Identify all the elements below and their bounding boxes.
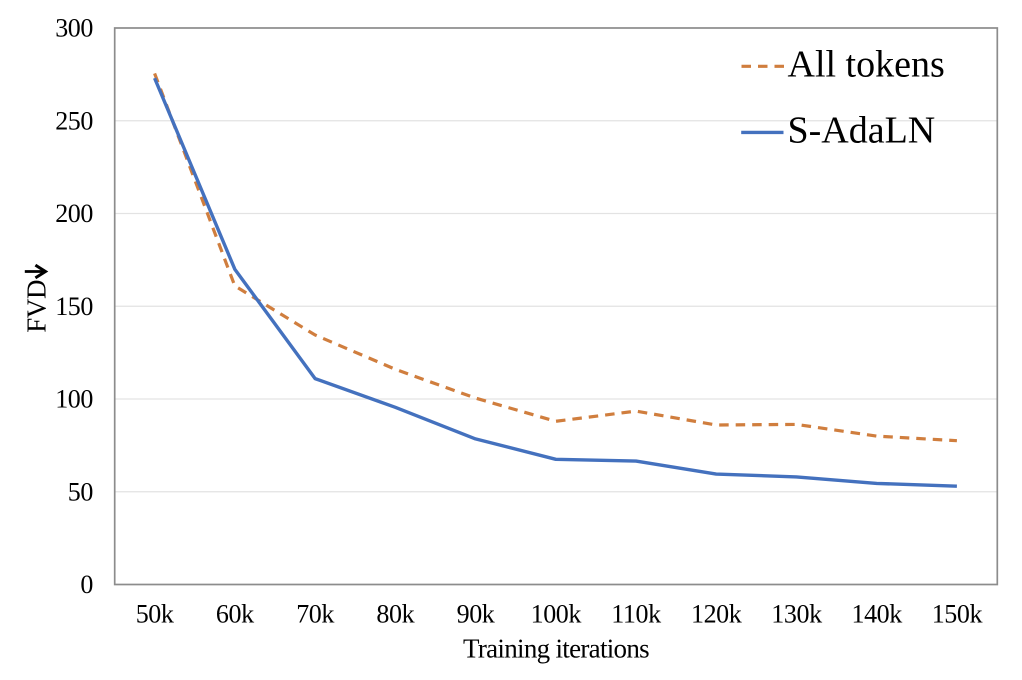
svg-text:50k: 50k <box>136 600 174 629</box>
svg-text:70k: 70k <box>296 600 334 629</box>
svg-text:140k: 140k <box>851 600 902 629</box>
svg-text:100k: 100k <box>531 600 582 629</box>
svg-text:130k: 130k <box>771 600 822 629</box>
svg-text:50: 50 <box>68 477 94 506</box>
svg-text:90k: 90k <box>457 600 495 629</box>
svg-text:S-AdaLN: S-AdaLN <box>788 109 936 151</box>
svg-text:150: 150 <box>55 292 93 321</box>
svg-text:60k: 60k <box>216 600 254 629</box>
svg-text:Training iterations: Training iterations <box>463 634 649 664</box>
svg-text:250: 250 <box>55 106 93 135</box>
svg-text:All tokens: All tokens <box>788 44 945 86</box>
svg-text:200: 200 <box>55 199 93 228</box>
svg-text:150k: 150k <box>932 600 983 629</box>
svg-text:0: 0 <box>80 570 93 599</box>
svg-text:120k: 120k <box>691 600 742 629</box>
svg-text:100: 100 <box>55 385 93 414</box>
svg-text:110k: 110k <box>611 600 661 629</box>
svg-text:FVD: FVD <box>21 280 51 333</box>
svg-text:80k: 80k <box>376 600 414 629</box>
svg-text:300: 300 <box>55 14 93 43</box>
